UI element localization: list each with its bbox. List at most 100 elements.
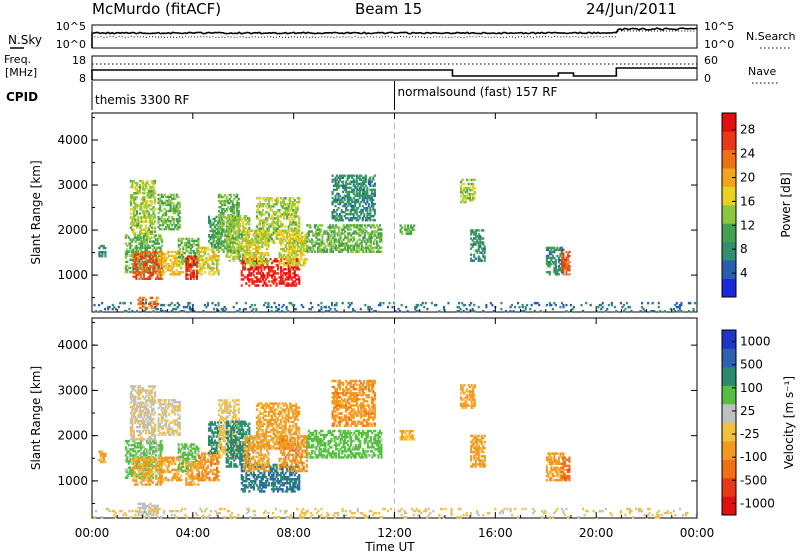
heatmap-cell bbox=[254, 266, 257, 269]
heatmap-cell bbox=[191, 245, 194, 249]
heatmap-cell bbox=[480, 237, 483, 240]
heatmap-cell bbox=[280, 274, 283, 277]
heatmap-cell bbox=[307, 246, 310, 249]
heatmap-cell bbox=[348, 174, 351, 177]
heatmap-cell bbox=[277, 272, 280, 275]
heatmap-cell bbox=[129, 266, 132, 270]
heatmap-cell bbox=[298, 241, 301, 244]
heatmap-cell bbox=[144, 473, 147, 476]
heatmap-cell bbox=[135, 269, 138, 272]
heatmap-cell bbox=[151, 214, 154, 217]
heatmap-cell bbox=[337, 194, 340, 198]
heatmap-cell bbox=[143, 232, 146, 235]
heatmap-cell bbox=[236, 208, 239, 211]
heatmap-cell bbox=[184, 305, 187, 309]
heatmap-cell bbox=[399, 230, 402, 233]
heatmap-cell bbox=[343, 210, 346, 214]
heatmap-cell bbox=[290, 266, 293, 269]
heatmap-cell bbox=[259, 260, 263, 263]
heatmap-cell bbox=[132, 262, 135, 266]
heatmap-cell bbox=[559, 258, 562, 262]
heatmap-cell bbox=[373, 213, 376, 216]
heatmap-cell bbox=[284, 225, 287, 228]
heatmap-cell bbox=[274, 221, 277, 224]
heatmap-cell bbox=[290, 233, 293, 237]
heatmap-cell bbox=[141, 310, 145, 313]
heatmap-cell bbox=[295, 231, 298, 235]
heatmap-cell bbox=[144, 389, 148, 392]
heatmap-cell bbox=[188, 307, 191, 311]
heatmap-cell bbox=[271, 274, 274, 277]
heatmap-cell bbox=[141, 421, 145, 425]
heatmap-cell bbox=[132, 252, 135, 256]
heatmap-cell bbox=[249, 229, 252, 233]
heatmap-cell bbox=[366, 217, 369, 220]
heatmap-cell bbox=[470, 237, 473, 240]
heatmap-cell bbox=[175, 205, 178, 209]
heatmap-cell bbox=[366, 188, 369, 192]
heatmap-cell bbox=[153, 255, 156, 258]
heatmap-cell bbox=[242, 260, 245, 263]
heatmap-cell bbox=[150, 479, 153, 482]
heatmap-cell bbox=[230, 193, 233, 197]
heatmap-cell bbox=[563, 258, 567, 262]
heatmap-cell bbox=[234, 231, 237, 234]
heatmap-cell bbox=[295, 235, 298, 239]
heatmap-cell bbox=[142, 277, 146, 281]
heatmap-cell bbox=[367, 217, 370, 220]
heatmap-cell bbox=[290, 217, 293, 220]
heatmap-cell bbox=[161, 465, 164, 468]
heatmap-cell bbox=[135, 263, 138, 266]
heatmap-cell bbox=[127, 444, 130, 447]
heatmap-cell bbox=[349, 190, 352, 194]
heatmap-cell bbox=[275, 201, 278, 204]
heatmap-cell bbox=[157, 217, 160, 221]
heatmap-cell bbox=[261, 276, 265, 279]
heatmap-cell bbox=[562, 269, 565, 272]
heatmap-cell bbox=[304, 262, 307, 265]
heatmap-cell bbox=[344, 248, 347, 251]
heatmap-cell bbox=[547, 260, 550, 264]
heatmap-cell bbox=[352, 204, 355, 208]
heatmap-cell bbox=[228, 248, 231, 251]
heatmap-cell bbox=[256, 258, 260, 261]
heatmap-cell bbox=[155, 234, 158, 237]
heatmap-cell bbox=[340, 219, 343, 222]
heatmap-cell bbox=[325, 232, 329, 235]
heatmap-cell bbox=[132, 430, 135, 433]
heatmap-cell bbox=[322, 242, 326, 245]
heatmap-cell bbox=[517, 301, 520, 305]
heatmap-cell bbox=[342, 190, 345, 194]
heatmap-cell bbox=[147, 460, 150, 463]
heatmap-cell bbox=[141, 444, 144, 447]
heatmap-cell bbox=[292, 280, 295, 283]
heatmap-cell bbox=[219, 222, 222, 225]
heatmap-cell bbox=[189, 267, 192, 270]
heatmap-cell bbox=[345, 213, 348, 216]
heatmap-cell bbox=[152, 257, 155, 260]
heatmap-cell bbox=[292, 231, 295, 235]
heatmap-cell bbox=[151, 425, 154, 429]
heatmap-cell bbox=[352, 213, 355, 216]
heatmap-cell bbox=[175, 252, 178, 256]
heatmap-cell bbox=[280, 247, 283, 251]
heatmap-cell bbox=[286, 278, 289, 281]
heatmap-cell bbox=[361, 176, 364, 179]
heatmap-cell bbox=[134, 395, 137, 398]
heatmap-cell bbox=[155, 448, 158, 451]
heatmap-cell bbox=[154, 226, 157, 229]
heatmap-cell bbox=[370, 202, 373, 206]
heatmap-cell bbox=[349, 196, 352, 200]
heatmap-cell bbox=[289, 270, 292, 273]
heatmap-cell bbox=[407, 230, 410, 233]
heatmap-cell bbox=[280, 276, 283, 279]
heatmap-cell bbox=[346, 194, 349, 198]
heatmap-cell bbox=[352, 307, 355, 311]
heatmap-cell bbox=[233, 210, 236, 213]
heatmap-cell bbox=[134, 403, 137, 406]
heatmap-cell bbox=[295, 249, 298, 253]
heatmap-cell bbox=[359, 230, 362, 233]
heatmap-cell bbox=[187, 301, 190, 305]
heatmap-cell bbox=[168, 226, 171, 229]
heatmap-cell bbox=[153, 271, 156, 274]
